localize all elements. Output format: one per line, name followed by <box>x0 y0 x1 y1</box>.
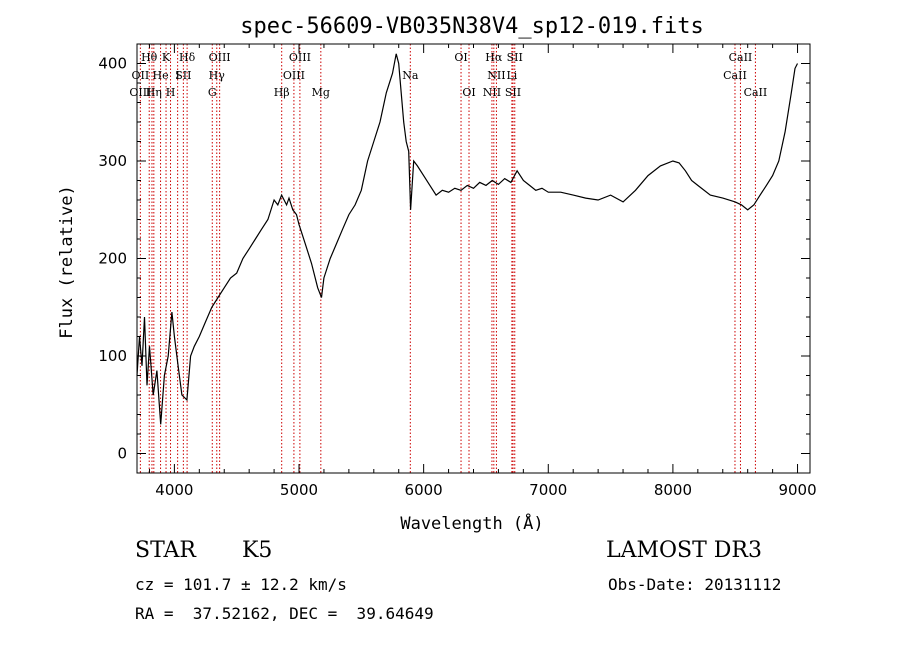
x-tick-label: 4000 <box>155 481 193 499</box>
spectral-line-label: He <box>153 69 169 82</box>
spectral-line-label: Mg <box>312 86 330 99</box>
observation-date: Obs-Date: 20131112 <box>608 575 782 594</box>
spectral-line-label: Li <box>506 69 517 82</box>
spectral-line-label: OIII <box>209 51 231 64</box>
redshift-velocity: cz = 101.7 ± 12.2 km/s <box>135 575 347 594</box>
spectral-line-label: SII <box>507 51 523 64</box>
spectral-line-label: OI <box>454 51 467 64</box>
y-tick-label: 200 <box>98 250 127 268</box>
sky-coordinates: RA = 37.52162, DEC = 39.64649 <box>135 604 434 623</box>
spectral-line-label: SII <box>505 86 521 99</box>
spectral-line-label: CaII <box>723 69 747 82</box>
spectral-line-label: H <box>166 86 176 99</box>
x-tick-label: 5000 <box>280 481 318 499</box>
survey-name: LAMOST DR3 <box>606 538 762 563</box>
spectral-line-label: Hδ <box>179 51 196 64</box>
x-tick-label: 9000 <box>778 481 816 499</box>
object-class: STAR <box>135 538 196 563</box>
spectral-line-label: OIII <box>283 69 305 82</box>
spectral-line-label: Hθ <box>141 51 158 64</box>
spectral-line-label: OIII <box>289 51 311 64</box>
y-tick-label: 0 <box>117 445 127 463</box>
plot-frame <box>136 43 811 474</box>
spectral-line-label: K <box>162 51 171 64</box>
y-tick-label: 400 <box>98 55 127 73</box>
x-tick-label: 6000 <box>405 481 443 499</box>
spectral-line-label: Hγ <box>209 69 226 82</box>
spectral-line-label: OI <box>462 86 475 99</box>
object-subclass: K5 <box>242 538 273 563</box>
x-tick-label: 8000 <box>654 481 692 499</box>
spectral-line-label: G <box>208 86 217 99</box>
spectral-line-label: OIII <box>129 86 151 99</box>
spectral-line-label: Na <box>402 69 419 82</box>
spectrum-line <box>136 53 799 425</box>
spectral-line-label: CaII <box>744 86 768 99</box>
spectral-line-label: Hβ <box>274 86 290 99</box>
spectral-line-label: OII <box>132 69 150 82</box>
x-tick-label: 7000 <box>529 481 567 499</box>
spectral-line-label: SII <box>175 69 191 82</box>
spectral-line-label: Hη <box>146 86 162 99</box>
spectral-line-label: CaII <box>729 51 753 64</box>
spectral-line-markers <box>139 44 756 473</box>
spectral-line-label: Hα <box>485 51 503 64</box>
y-axis-label: Flux (relative) <box>57 185 77 339</box>
axis-ticks: 4000 5000 6000 7000 8000 9000 0 100 200 300 400 <box>98 44 817 499</box>
x-axis-label: Wavelength (Å) <box>400 512 543 534</box>
y-tick-label: 100 <box>98 347 127 365</box>
chart-title: spec-56609-VB035N38V4_sp12-019.fits <box>240 14 704 39</box>
spectral-line-label: NII <box>487 69 505 82</box>
spectral-line-label: I <box>175 69 179 82</box>
y-tick-label: 300 <box>98 152 127 170</box>
spectral-line-label: NII <box>483 86 501 99</box>
